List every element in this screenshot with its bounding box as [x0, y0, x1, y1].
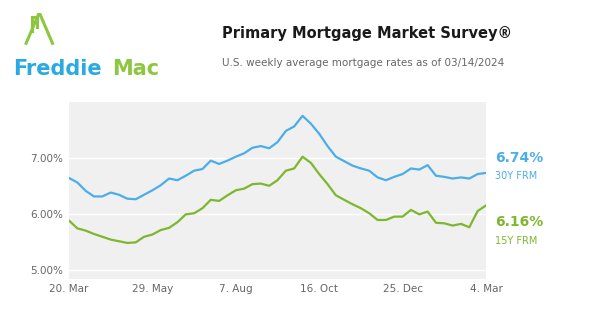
- Text: Primary Mortgage Market Survey®: Primary Mortgage Market Survey®: [222, 26, 512, 41]
- Text: Freddie: Freddie: [13, 59, 102, 79]
- Text: 30Y FRM: 30Y FRM: [495, 171, 537, 181]
- Text: 6.74%: 6.74%: [495, 151, 543, 164]
- Text: U.S. weekly average mortgage rates as of 03/14/2024: U.S. weekly average mortgage rates as of…: [222, 58, 504, 68]
- Text: 6.16%: 6.16%: [495, 215, 543, 229]
- Text: Mac: Mac: [112, 59, 160, 79]
- Text: 15Y FRM: 15Y FRM: [495, 236, 538, 246]
